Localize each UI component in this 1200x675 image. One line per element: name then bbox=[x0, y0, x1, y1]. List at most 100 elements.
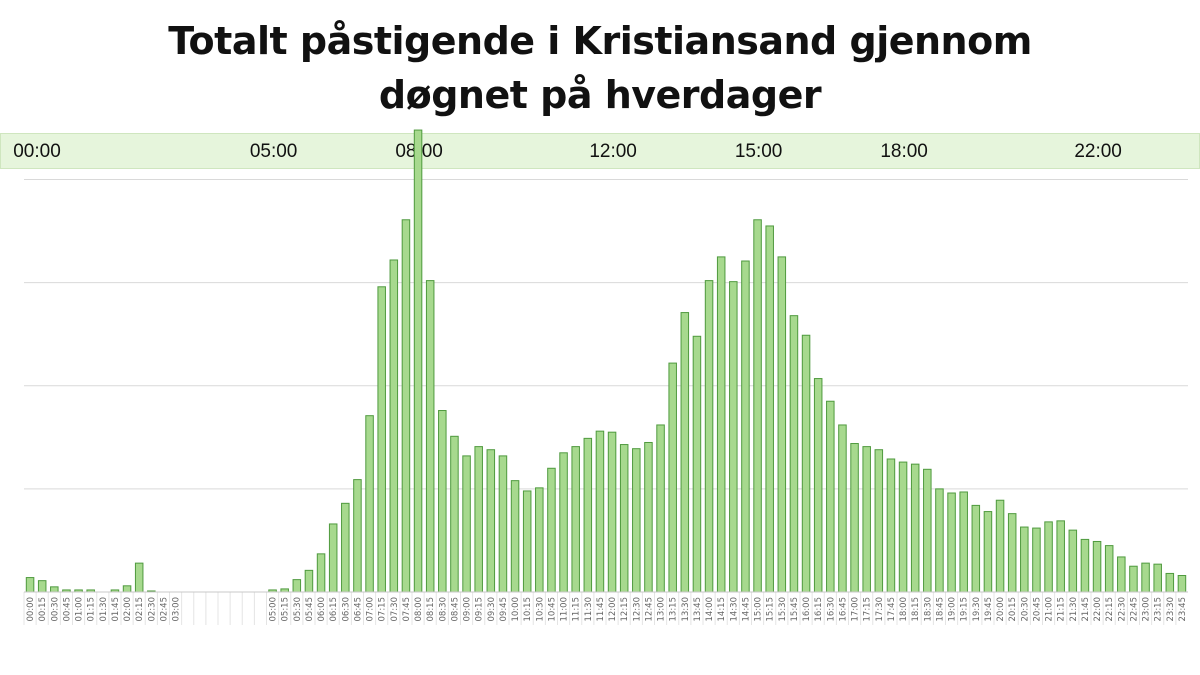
bar-23:30 bbox=[1165, 572, 1175, 593]
x-tick-label: 18:15 bbox=[911, 597, 921, 622]
x-tick-label: 16:30 bbox=[826, 597, 836, 622]
bar-00:00 bbox=[25, 577, 35, 593]
x-tick-label: 16:00 bbox=[802, 597, 812, 622]
x-tick-label: 17:30 bbox=[875, 597, 885, 622]
x-tick-label: 09:15 bbox=[475, 597, 485, 622]
bar-14:15 bbox=[716, 256, 726, 593]
bar-20:45 bbox=[1032, 527, 1041, 593]
bar-11:15 bbox=[571, 446, 580, 593]
x-tick-label: 06:15 bbox=[329, 597, 339, 622]
x-tick-label: 05:45 bbox=[305, 597, 315, 622]
time-band-label: 18:00 bbox=[880, 141, 928, 162]
x-tick-label: 19:15 bbox=[960, 597, 970, 622]
x-tick-label: 05:00 bbox=[269, 597, 279, 622]
bar-08:45 bbox=[450, 435, 459, 593]
bar-00:30 bbox=[50, 586, 59, 593]
bar-07:15 bbox=[377, 286, 386, 593]
chart-title-line-2: døgnet på hverdager bbox=[378, 73, 822, 117]
x-tick-label: 01:30 bbox=[99, 597, 109, 622]
x-tick-label: 10:00 bbox=[511, 597, 521, 622]
x-tick-label: 00:15 bbox=[38, 597, 48, 622]
bar-18:15 bbox=[910, 463, 920, 593]
bar-22:45 bbox=[1129, 565, 1138, 593]
time-band-label: 15:00 bbox=[734, 141, 783, 162]
bar-21:30 bbox=[1068, 529, 1078, 593]
bar-16:00 bbox=[801, 334, 811, 593]
bar-21:15 bbox=[1056, 520, 1065, 593]
x-tick-label: 15:00 bbox=[754, 597, 764, 622]
x-tick-label: 02:00 bbox=[123, 597, 133, 622]
bar-02:00 bbox=[122, 585, 132, 593]
bar-17:45 bbox=[886, 458, 896, 593]
x-tick-label: 07:00 bbox=[366, 597, 376, 622]
chart-title: Totalt påstigende i Kristiansand gjennom… bbox=[0, 14, 1200, 122]
bar-10:30 bbox=[535, 487, 544, 593]
x-tick-label: 08:00 bbox=[414, 597, 424, 622]
x-tick-label: 07:45 bbox=[402, 597, 412, 622]
bar-16:30 bbox=[826, 400, 835, 593]
x-tick-label: 10:45 bbox=[547, 597, 557, 622]
time-band-label: 00:00 bbox=[13, 141, 61, 162]
x-tick-label: 02:45 bbox=[159, 597, 169, 622]
x-tick-label: 11:15 bbox=[572, 597, 582, 622]
x-tick-label: 14:45 bbox=[741, 597, 751, 622]
x-tick-label: 11:30 bbox=[584, 597, 594, 622]
x-tick-label: 11:45 bbox=[596, 597, 606, 622]
x-tick-label: 20:45 bbox=[1032, 597, 1042, 622]
x-tick-label: 13:30 bbox=[681, 597, 691, 622]
time-band-label: 05:00 bbox=[249, 141, 298, 162]
bar-19:00 bbox=[947, 492, 956, 593]
bar-09:30 bbox=[486, 449, 496, 593]
x-tick-label: 19:30 bbox=[972, 597, 982, 622]
bar-18:30 bbox=[923, 468, 932, 593]
x-tick-label: 23:00 bbox=[1142, 597, 1152, 622]
bar-12:30 bbox=[632, 448, 641, 593]
x-tick-label: 00:30 bbox=[50, 597, 60, 622]
x-tick-label: 22:30 bbox=[1117, 597, 1127, 622]
bar-16:45 bbox=[838, 424, 847, 593]
x-tick-label: 05:15 bbox=[281, 597, 291, 622]
bar-02:15 bbox=[134, 562, 144, 593]
x-tick-label: 06:45 bbox=[353, 597, 363, 622]
x-tick-label: 14:00 bbox=[705, 597, 715, 622]
x-tick-label: 19:00 bbox=[948, 597, 958, 622]
bar-15:00 bbox=[753, 219, 762, 593]
bar-07:45 bbox=[401, 219, 411, 593]
bar-08:15 bbox=[425, 280, 435, 593]
bar-10:00 bbox=[510, 480, 520, 593]
x-tick-label: 12:00 bbox=[608, 597, 618, 622]
bar-17:30 bbox=[874, 449, 884, 593]
x-tick-label: 01:15 bbox=[87, 597, 97, 622]
bar-19:45 bbox=[983, 511, 993, 593]
bar-15:30 bbox=[777, 256, 787, 593]
x-tick-label: 03:00 bbox=[172, 597, 182, 622]
bar-11:30 bbox=[583, 437, 593, 593]
bar-19:30 bbox=[971, 504, 981, 593]
x-tick-label: 11:00 bbox=[560, 597, 570, 622]
bar-07:00 bbox=[365, 415, 374, 593]
time-band-label: 12:00 bbox=[589, 141, 637, 162]
x-tick-label: 16:45 bbox=[838, 597, 848, 622]
x-tick-label: 17:15 bbox=[863, 597, 873, 622]
x-tick-label: 08:30 bbox=[438, 597, 448, 622]
x-tick-label: 20:00 bbox=[996, 597, 1006, 622]
bar-13:15 bbox=[668, 362, 677, 593]
bar-09:15 bbox=[474, 446, 483, 593]
x-tick-label: 09:45 bbox=[499, 597, 509, 622]
bar-17:00 bbox=[850, 443, 859, 593]
bar-20:30 bbox=[1020, 526, 1029, 593]
bar-11:45 bbox=[595, 430, 605, 593]
x-tick-label: 22:00 bbox=[1093, 597, 1103, 622]
x-tick-label: 18:45 bbox=[935, 597, 945, 622]
bar-10:15 bbox=[522, 490, 532, 593]
x-tick-label: 17:45 bbox=[887, 597, 897, 622]
x-tick-label: 06:00 bbox=[317, 597, 327, 622]
bar-18:00 bbox=[898, 461, 908, 593]
bar-08:30 bbox=[438, 410, 447, 593]
bar-14:30 bbox=[729, 281, 738, 593]
bar-23:15 bbox=[1153, 563, 1162, 593]
x-tick-label: 19:45 bbox=[984, 597, 994, 622]
x-tick-label: 14:15 bbox=[717, 597, 727, 622]
bar-07:30 bbox=[389, 259, 399, 593]
